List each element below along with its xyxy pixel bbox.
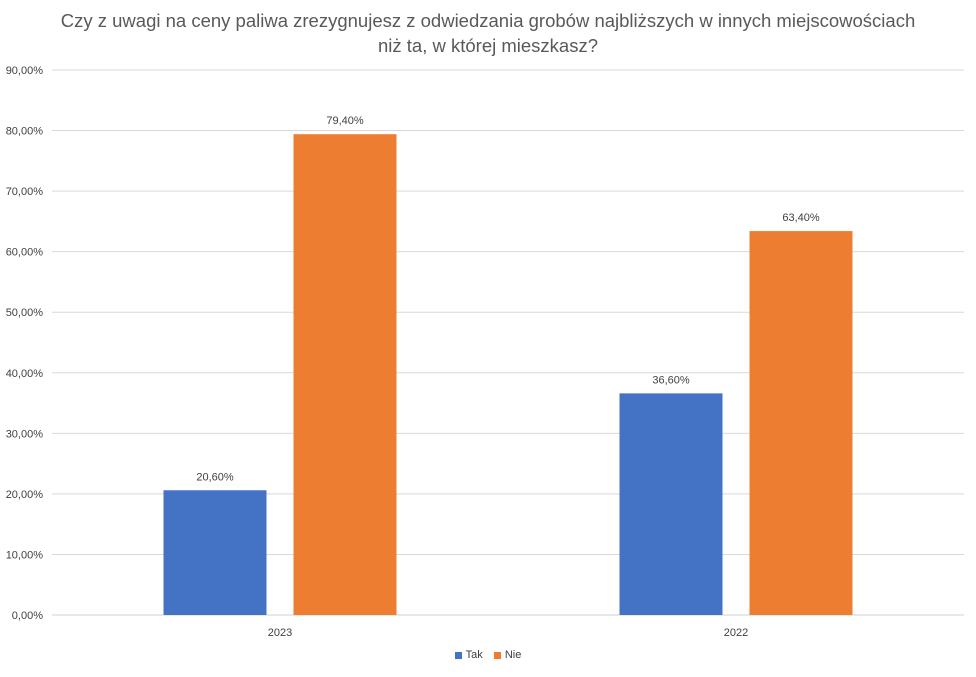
y-tick-label: 40,00% <box>6 368 44 380</box>
y-tick-label: 50,00% <box>6 307 44 319</box>
legend-label-tak: Tak <box>465 649 483 661</box>
y-tick-label: 90,00% <box>6 65 44 77</box>
chart-legend: Tak Nie <box>0 649 976 662</box>
x-tick-label: 2023 <box>268 627 292 639</box>
legend-item-tak: Tak <box>454 649 483 661</box>
data-label: 20,60% <box>196 471 234 483</box>
bar-nie-2023 <box>293 134 397 615</box>
x-tick-label: 2022 <box>724 627 748 639</box>
chart-title-line-2: niż ta, w której mieszkasz? <box>377 35 598 56</box>
y-tick-label: 0,00% <box>12 610 43 622</box>
legend-label-nie: Nie <box>504 649 522 661</box>
y-tick-label: 20,00% <box>6 489 44 501</box>
legend-item-nie: Nie <box>493 649 522 661</box>
bar-tak-2022 <box>619 393 723 615</box>
bar-nie-2022 <box>749 231 853 616</box>
chart-title: Czy z uwagi na ceny paliwa zrezygnujesz … <box>0 8 976 58</box>
y-tick-label: 60,00% <box>6 247 44 259</box>
y-tick-label: 80,00% <box>6 126 44 138</box>
y-tick-label: 30,00% <box>6 428 44 440</box>
y-tick-label: 70,00% <box>6 186 44 198</box>
data-label: 36,60% <box>652 374 690 386</box>
data-label: 79,40% <box>326 115 364 127</box>
chart-title-line-1: Czy z uwagi na ceny paliwa zrezygnujesz … <box>60 10 916 31</box>
data-label: 63,40% <box>782 212 820 224</box>
bar-tak-2023 <box>163 490 267 615</box>
legend-swatch-nie <box>493 651 501 659</box>
legend-swatch-tak <box>454 651 462 659</box>
y-tick-label: 10,00% <box>6 549 44 561</box>
